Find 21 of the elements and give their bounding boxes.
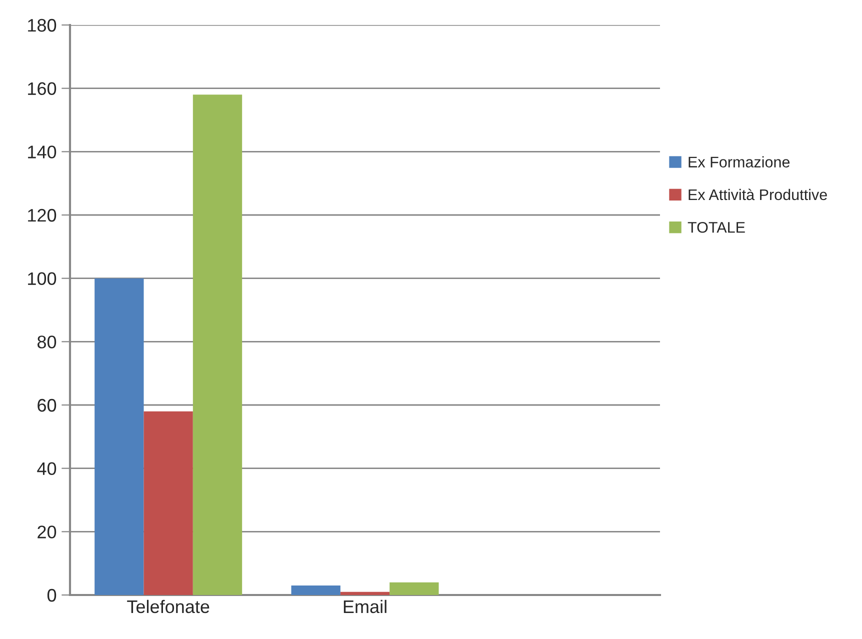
y-tick-label: 60	[38, 398, 56, 412]
legend-label: Ex Formazione	[688, 156, 790, 168]
x-tick-label: Email	[344, 600, 386, 614]
legend-label: TOTALE	[688, 222, 745, 233]
y-tick-label: 20	[38, 526, 56, 538]
y-tick-label: 100	[28, 272, 56, 286]
bar	[390, 582, 439, 595]
bar	[94, 278, 144, 595]
y-tick-label: 120	[28, 208, 56, 222]
legend-label: Ex Attività Produttive	[688, 188, 827, 200]
y-tick-label: 140	[28, 146, 56, 158]
y-tick-label: 80	[38, 336, 56, 348]
x-tick-label: Telefonate	[127, 600, 210, 614]
bar	[340, 592, 390, 595]
bar	[192, 94, 242, 595]
bar	[144, 411, 193, 595]
y-tick-label: 180	[28, 18, 56, 32]
y-tick-label: 40	[37, 462, 56, 476]
y-tick-label: 0	[47, 588, 56, 602]
bar	[291, 586, 340, 595]
y-tick-label: 160	[28, 82, 56, 96]
